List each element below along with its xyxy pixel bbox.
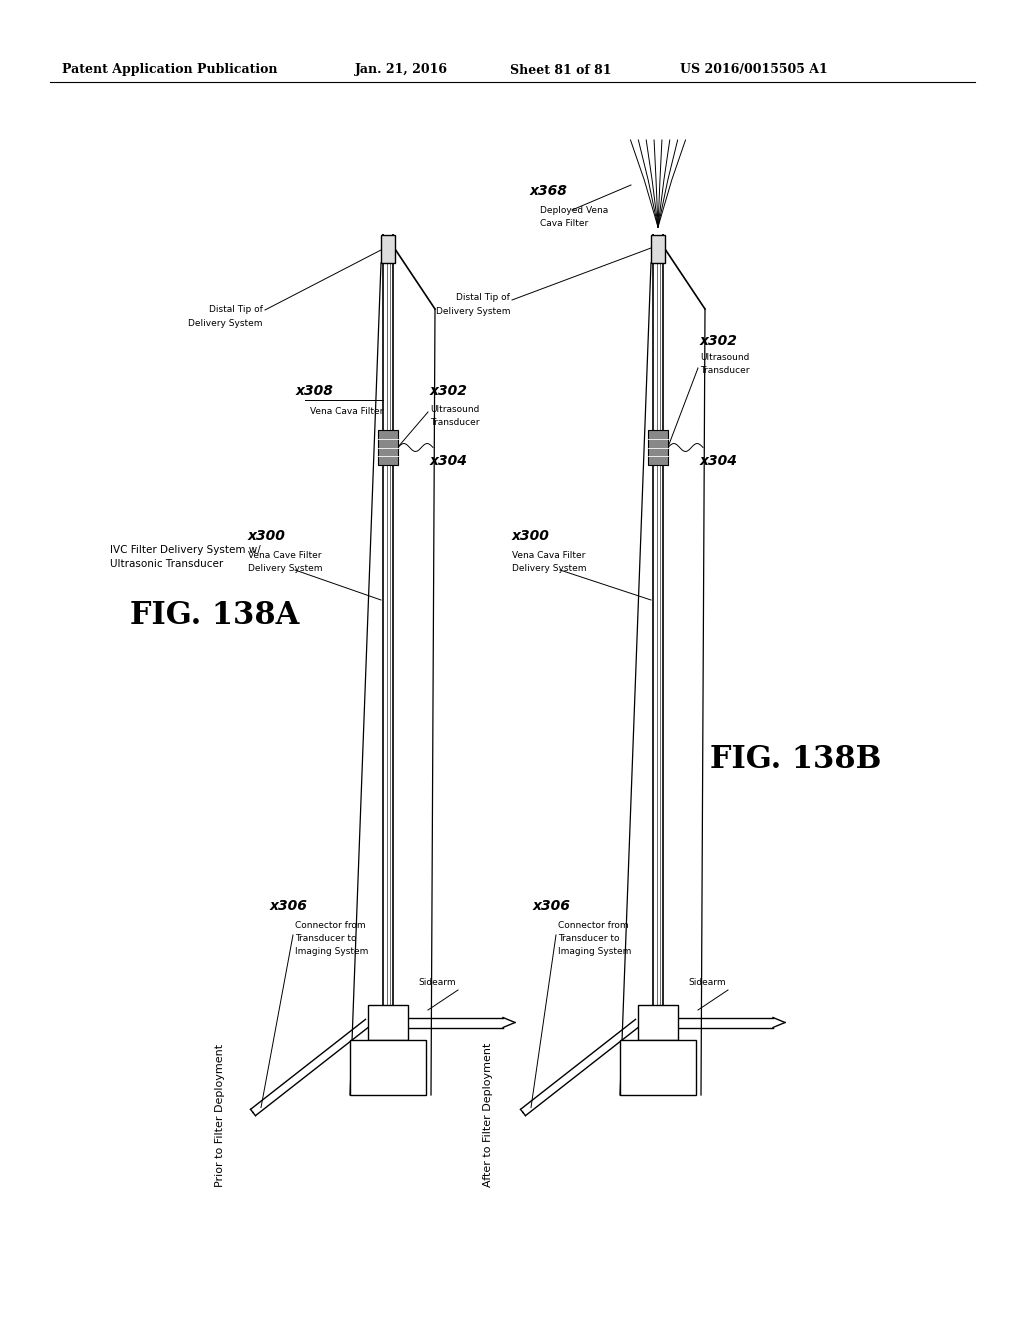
Text: Connector from: Connector from bbox=[558, 921, 629, 931]
Bar bbox=[381, 235, 395, 263]
Text: Prior to Filter Deployment: Prior to Filter Deployment bbox=[215, 1043, 225, 1187]
Text: FIG. 138B: FIG. 138B bbox=[710, 744, 882, 776]
Text: Sidearm: Sidearm bbox=[418, 978, 456, 987]
Text: Delivery System: Delivery System bbox=[435, 306, 510, 315]
Text: Delivery System: Delivery System bbox=[188, 318, 263, 327]
Text: Delivery System: Delivery System bbox=[512, 564, 587, 573]
Text: Vena Cava Filter: Vena Cava Filter bbox=[310, 408, 383, 417]
Bar bbox=[378, 430, 398, 465]
Text: Imaging System: Imaging System bbox=[558, 946, 632, 956]
Text: x300: x300 bbox=[512, 529, 550, 543]
Text: x302: x302 bbox=[700, 334, 738, 348]
Text: Patent Application Publication: Patent Application Publication bbox=[62, 63, 278, 77]
Text: x300: x300 bbox=[248, 529, 286, 543]
Bar bbox=[368, 1005, 408, 1040]
Text: x304: x304 bbox=[430, 454, 468, 469]
Text: Cava Filter: Cava Filter bbox=[540, 219, 588, 228]
Text: US 2016/0015505 A1: US 2016/0015505 A1 bbox=[680, 63, 827, 77]
Text: x304: x304 bbox=[700, 454, 738, 469]
Text: Jan. 21, 2016: Jan. 21, 2016 bbox=[355, 63, 449, 77]
Text: Delivery System: Delivery System bbox=[248, 564, 323, 573]
Text: Connector from: Connector from bbox=[295, 921, 366, 931]
Text: FIG. 138A: FIG. 138A bbox=[130, 599, 299, 631]
Text: Ultrasonic Transducer: Ultrasonic Transducer bbox=[110, 558, 223, 569]
Text: Transducer to: Transducer to bbox=[295, 935, 356, 942]
Bar bbox=[350, 1040, 426, 1096]
Text: After to Filter Deployment: After to Filter Deployment bbox=[483, 1043, 493, 1187]
Text: x302: x302 bbox=[430, 384, 468, 399]
Text: Transducer to: Transducer to bbox=[558, 935, 620, 942]
Text: IVC Filter Delivery System w/: IVC Filter Delivery System w/ bbox=[110, 545, 261, 554]
Text: Transducer: Transducer bbox=[430, 418, 479, 426]
Text: Distal Tip of: Distal Tip of bbox=[209, 305, 263, 314]
Text: Distal Tip of: Distal Tip of bbox=[456, 293, 510, 302]
Bar bbox=[651, 235, 665, 263]
Text: x368: x368 bbox=[530, 183, 568, 198]
Text: Deployed Vena: Deployed Vena bbox=[540, 206, 608, 215]
Text: x308: x308 bbox=[296, 384, 334, 399]
Text: Imaging System: Imaging System bbox=[295, 946, 369, 956]
Text: Transducer: Transducer bbox=[700, 366, 750, 375]
Text: x306: x306 bbox=[534, 899, 570, 913]
Text: Sheet 81 of 81: Sheet 81 of 81 bbox=[510, 63, 611, 77]
Text: Vena Cava Filter: Vena Cava Filter bbox=[512, 550, 586, 560]
Text: Ultrasound: Ultrasound bbox=[700, 352, 750, 362]
Bar bbox=[648, 430, 668, 465]
Bar bbox=[620, 1040, 696, 1096]
Text: Ultrasound: Ultrasound bbox=[430, 405, 479, 414]
Text: Sidearm: Sidearm bbox=[688, 978, 726, 987]
Bar bbox=[638, 1005, 678, 1040]
Text: Vena Cave Filter: Vena Cave Filter bbox=[248, 550, 322, 560]
Text: x306: x306 bbox=[270, 899, 308, 913]
